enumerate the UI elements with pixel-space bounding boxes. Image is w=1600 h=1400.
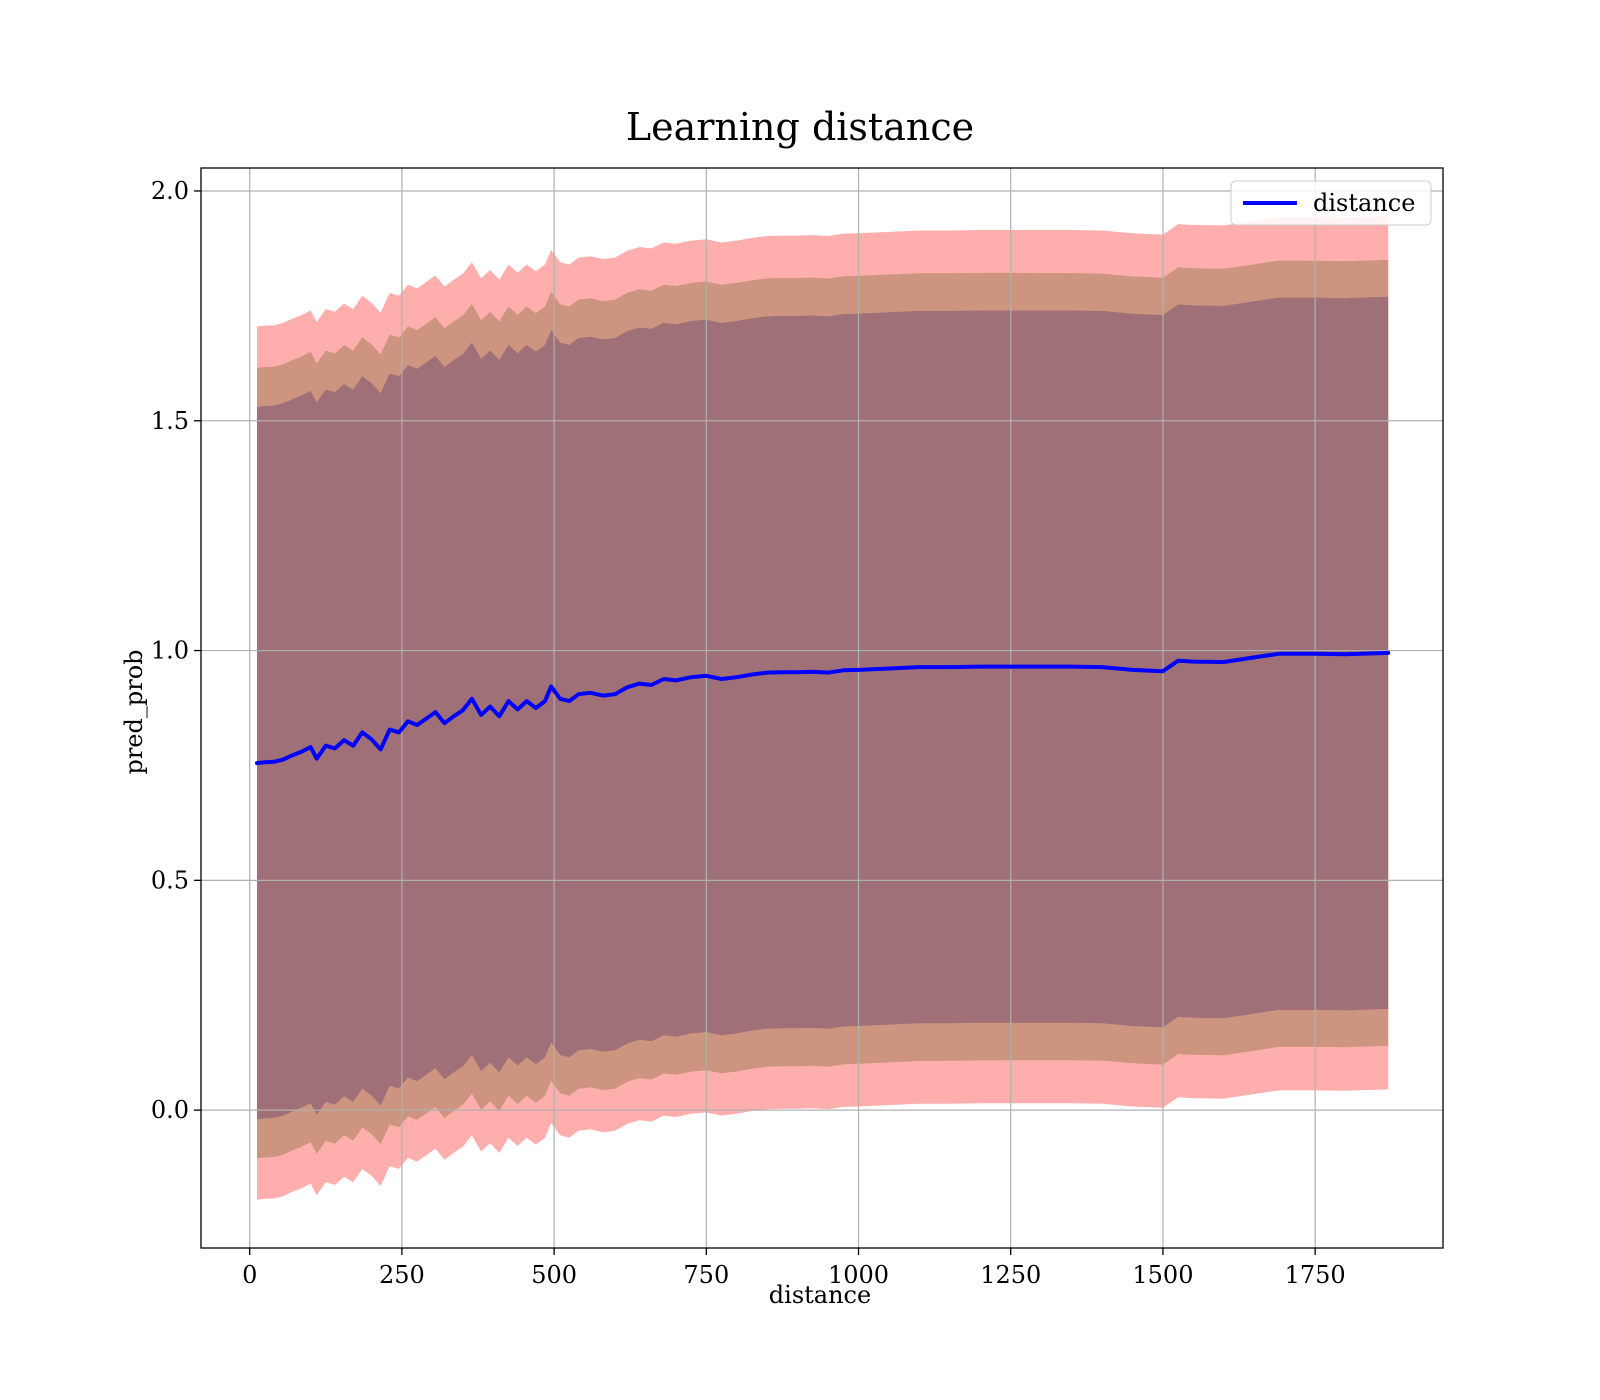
x-tick-label: 1750 [1285,1261,1346,1289]
y-axis-label: pred_prob [120,649,148,774]
x-tick-label: 500 [531,1261,577,1289]
chart-title: Learning distance [626,105,974,149]
y-tick-label: 1.5 [151,407,189,435]
y-tick-label: 0.0 [151,1096,189,1124]
x-tick-label: 1250 [980,1261,1041,1289]
x-tick-label: 0 [242,1261,257,1289]
y-tick-label: 1.0 [151,637,189,665]
x-axis-label: distance [769,1281,871,1309]
plot-frame [200,167,1444,1249]
x-tick-label: 1500 [1132,1261,1193,1289]
legend-label-distance: distance [1313,189,1415,217]
series-line-distance [255,650,1391,766]
legend-box [1230,180,1432,226]
x-tick-label: 250 [379,1261,425,1289]
confidence-band-inner [257,296,1389,1120]
x-tick-label: 1000 [828,1261,889,1289]
y-tick-label: 0.5 [151,866,189,894]
plot-area: 0 250 500 750 1000 1250 1500 1750 0.0 0.5 1.0 1.5 2.… [151,167,1444,1289]
x-tick-label: 750 [683,1261,729,1289]
y-tick-label: 2.0 [151,177,189,205]
